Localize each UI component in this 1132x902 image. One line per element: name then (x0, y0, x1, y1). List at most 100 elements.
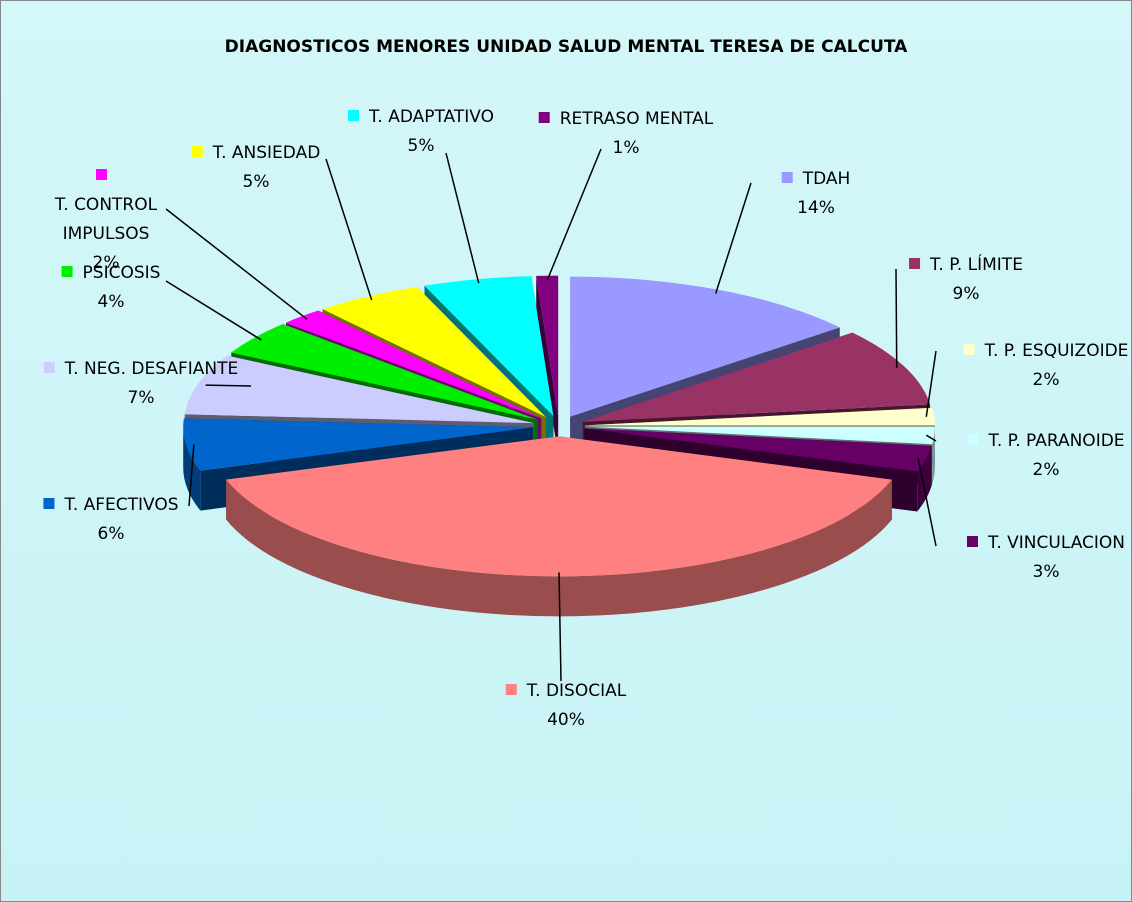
label-marker (963, 344, 975, 355)
slice-side (917, 445, 932, 512)
data-label: T. ANSIEDAD 5% (191, 139, 321, 197)
label-name: T. P. LÍMITE (930, 255, 1023, 275)
label-name-line: T. CONTROL IMPULSOS (21, 162, 191, 249)
data-label: T. VINCULACION 3% (966, 529, 1126, 587)
pie-slice (226, 436, 892, 617)
label-value: 7% (127, 388, 155, 408)
data-label: T. P. LÍMITE 9% (909, 251, 1023, 309)
label-name-line: PSICOSIS (61, 259, 161, 288)
label-value: 5% (407, 136, 435, 156)
label-marker (61, 266, 73, 277)
leader-line (925, 350, 937, 417)
data-label: T. ADAPTATIVO 5% (348, 103, 494, 161)
label-name-line: RETRASO MENTAL (538, 105, 714, 134)
slice-top (584, 407, 935, 426)
leader-line (558, 572, 562, 682)
pie-slice (536, 275, 559, 456)
label-name-line: T. DISOCIAL (505, 677, 627, 706)
label-name: T. ANSIEDAD (212, 143, 321, 163)
label-value: 2% (1032, 370, 1060, 390)
slice-top (584, 428, 932, 472)
label-value: 4% (97, 292, 125, 312)
label-marker (538, 112, 550, 123)
label-marker (43, 362, 55, 373)
label-value: 2% (92, 253, 120, 273)
slice-top (582, 332, 931, 422)
label-marker (95, 169, 107, 180)
label-name: TDAH (802, 169, 851, 189)
data-label: RETRASO MENTAL 1% (538, 105, 714, 163)
leader-line (165, 280, 262, 341)
label-value: 6% (97, 524, 125, 544)
data-label: T. P. PARANOIDE 2% (967, 427, 1125, 485)
label-marker (967, 434, 979, 445)
label-marker (43, 498, 55, 509)
label-name-line: TDAH (781, 165, 851, 194)
label-value: 2% (1032, 460, 1060, 480)
label-name: T. NEG. DESAFIANTE (64, 359, 239, 379)
slice-top (231, 324, 538, 420)
leader-line (895, 268, 898, 368)
data-label: T. DISOCIAL 40% (505, 677, 627, 735)
label-value: 5% (242, 172, 270, 192)
label-name-line: T. P. PARANOIDE (967, 427, 1125, 456)
label-name: T. DISOCIAL (526, 681, 627, 701)
label-name: T. ADAPTATIVO (369, 107, 494, 127)
label-marker (909, 258, 921, 269)
leader-line (205, 384, 252, 387)
label-name-line: T. P. LÍMITE (909, 251, 1023, 280)
label-name: T. P. PARANOIDE (988, 431, 1125, 451)
label-name: T. CONTROL IMPULSOS (54, 195, 158, 244)
leader-line (445, 152, 480, 284)
slice-top (183, 418, 534, 471)
slice-wall (536, 275, 559, 456)
data-label: PSICOSIS 4% (61, 259, 161, 317)
slice-top (424, 276, 554, 416)
leader-line (188, 444, 195, 507)
label-name: RETRASO MENTAL (559, 109, 714, 129)
label-name-line: T. VINCULACION (966, 529, 1126, 558)
label-value: 3% (1032, 562, 1060, 582)
leader-line (714, 182, 752, 294)
label-name-line: T. NEG. DESAFIANTE (43, 355, 239, 384)
label-value: 40% (547, 710, 585, 730)
chart-title: DIAGNOSTICOS MENORES UNIDAD SALUD MENTAL… (224, 37, 908, 57)
label-name: T. AFECTIVOS (64, 495, 179, 515)
data-label: TDAH 14% (781, 165, 851, 223)
leader-line (325, 158, 373, 301)
label-marker (966, 536, 978, 547)
slice-side (932, 426, 935, 485)
slice-top (322, 286, 546, 418)
leader-line (546, 148, 602, 280)
label-name-line: T. AFECTIVOS (43, 491, 179, 520)
slice-top (536, 275, 559, 416)
slice-top (584, 426, 935, 445)
data-label: T. CONTROL IMPULSOS 2% (21, 162, 191, 278)
slice-top (286, 310, 542, 419)
leader-line (165, 208, 308, 320)
label-value: 9% (952, 284, 980, 304)
leader-line (917, 457, 937, 547)
slice-top (570, 276, 840, 417)
data-label: T. P. ESQUIZOIDE 2% (963, 337, 1129, 395)
label-name-line: T. ANSIEDAD (191, 139, 321, 168)
slice-top (184, 355, 535, 424)
label-marker (191, 146, 203, 157)
label-marker (781, 172, 793, 183)
label-name-line: T. ADAPTATIVO (348, 103, 494, 132)
label-name: PSICOSIS (82, 263, 161, 283)
slice-top (226, 436, 892, 577)
label-name-line: T. P. ESQUIZOIDE (963, 337, 1129, 366)
label-marker (348, 110, 360, 121)
data-label: T. NEG. DESAFIANTE 7% (43, 355, 239, 413)
label-name: T. P. ESQUIZOIDE (984, 341, 1129, 361)
data-label: T. AFECTIVOS 6% (43, 491, 179, 549)
label-marker (505, 684, 517, 695)
leader-line (925, 434, 937, 442)
label-value: 14% (797, 198, 835, 218)
label-name: T. VINCULACION (987, 533, 1126, 553)
label-value: 1% (612, 138, 640, 158)
slice-side (226, 479, 892, 617)
